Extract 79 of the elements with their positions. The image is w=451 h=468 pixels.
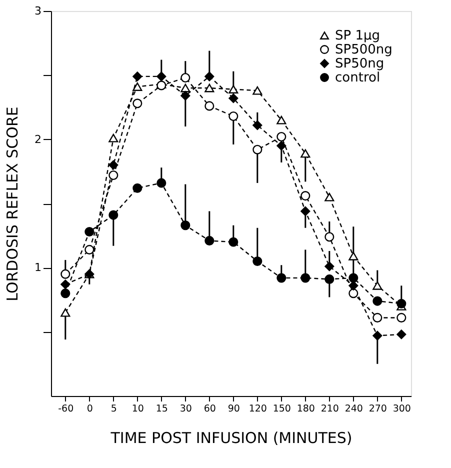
point	[108, 210, 118, 220]
point	[60, 308, 70, 317]
point	[60, 288, 70, 298]
point	[372, 312, 382, 322]
point	[132, 183, 142, 193]
point	[204, 101, 214, 111]
point	[204, 236, 214, 246]
x-tick-label: -60	[58, 404, 74, 414]
y-tick-label: 2	[34, 132, 42, 146]
point	[228, 111, 238, 122]
point	[324, 274, 334, 284]
point	[324, 192, 334, 202]
point	[372, 281, 382, 290]
point	[372, 330, 382, 340]
point	[228, 93, 238, 104]
point	[300, 149, 310, 158]
x-tick-label: 90	[228, 404, 240, 414]
point	[180, 90, 190, 100]
x-tick-label: 180	[296, 404, 315, 414]
legend-label: SP 1μg	[335, 28, 380, 44]
x-tick-label: 270	[368, 404, 387, 414]
point	[60, 280, 70, 290]
point	[228, 85, 238, 94]
point	[108, 170, 118, 180]
legend-label: SP500ng	[335, 42, 392, 58]
legend-label: control	[335, 70, 380, 86]
point	[348, 288, 358, 298]
point	[180, 72, 190, 83]
x-tick-label: 210	[320, 404, 339, 414]
point	[204, 72, 214, 82]
point	[348, 252, 358, 260]
y-axis-title: LORDOSIS REFLEX SCORE	[4, 106, 22, 302]
y-tick-label: 3	[34, 4, 42, 18]
point	[180, 84, 190, 92]
point	[84, 226, 94, 237]
point	[396, 312, 406, 322]
x-axis-title: TIME POST INFUSION (MINUTES)	[110, 429, 352, 447]
point	[228, 237, 238, 247]
point	[276, 273, 286, 283]
x-tick-label: 240	[344, 404, 363, 414]
point	[276, 132, 286, 142]
point	[348, 280, 358, 290]
point	[252, 86, 262, 95]
x-tick-label: 60	[204, 404, 216, 414]
point	[372, 296, 382, 306]
point	[180, 220, 190, 230]
point	[132, 98, 142, 108]
point	[276, 116, 286, 124]
legend-label: SP50ng	[335, 56, 384, 72]
point	[252, 144, 262, 154]
y-tick-label: 1	[34, 261, 42, 274]
point	[300, 206, 310, 216]
x-tick-label: 120	[248, 404, 267, 414]
point	[60, 269, 70, 279]
x-tick-label: 15	[156, 404, 168, 414]
point	[204, 84, 214, 92]
point	[300, 191, 310, 201]
point	[324, 232, 334, 242]
point	[300, 273, 310, 283]
point	[108, 134, 118, 142]
x-tick-label: 5	[110, 404, 117, 414]
point	[276, 140, 286, 151]
point	[252, 120, 262, 130]
point	[396, 330, 406, 340]
point	[252, 256, 262, 266]
point	[348, 273, 358, 283]
point	[132, 82, 142, 91]
x-tick-label: 300	[392, 404, 411, 414]
x-tick-label: 0	[86, 404, 93, 414]
x-tick-label: 30	[180, 404, 192, 414]
point	[84, 244, 94, 254]
x-tick-label: 10	[132, 404, 144, 414]
point	[324, 262, 334, 272]
point	[156, 72, 166, 82]
point	[156, 178, 166, 188]
point	[108, 160, 118, 170]
point	[132, 72, 142, 82]
point	[396, 298, 406, 308]
x-tick-label: 150	[272, 404, 291, 414]
